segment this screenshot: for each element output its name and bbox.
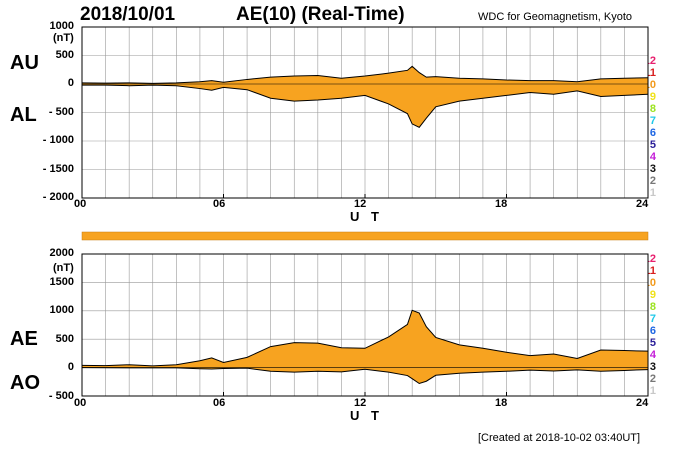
- bottom-xtick: 18: [495, 397, 508, 409]
- ae-label: AE: [10, 328, 38, 350]
- bottom-ytick: 1000: [49, 304, 74, 316]
- legend-item: 9: [649, 91, 656, 103]
- top-ytick: - 1000: [42, 134, 74, 146]
- bottom-xtick: 00: [74, 397, 87, 409]
- top-xtick: 12: [354, 198, 367, 210]
- bottom-series-line-ao: [81, 367, 649, 385]
- al-label: AL: [10, 104, 37, 126]
- legend-item: 4: [649, 151, 656, 163]
- station-strip: [81, 231, 649, 241]
- station-legend-top: 12 11 10 9 8 7 6 5 4 3 2 1: [636, 55, 656, 199]
- top-xtick: 06: [213, 198, 226, 210]
- legend-item: 3: [649, 361, 656, 373]
- legend-item: 1: [649, 385, 656, 397]
- legend-item: 1: [649, 187, 656, 199]
- bottom-ytick: 2000: [49, 247, 74, 259]
- bottom-unit-label: (nT): [53, 262, 74, 274]
- top-xtick: 18: [495, 198, 508, 210]
- bottom-ytick: 500: [55, 333, 74, 345]
- top-ytick: 1000: [49, 20, 74, 32]
- created-timestamp: [Created at 2018-10-02 03:40UT]: [478, 432, 641, 444]
- top-ytick: - 500: [48, 106, 74, 118]
- bottom-ytick: 0: [67, 361, 74, 373]
- au-label: AU: [10, 52, 39, 74]
- top-ytick: 0: [67, 77, 74, 89]
- top-ytick: - 1500: [42, 163, 74, 175]
- legend-item: 2: [649, 373, 656, 385]
- top-xtick: 00: [74, 198, 87, 210]
- bottom-filled-area: [82, 310, 648, 384]
- legend-item: 11: [644, 67, 656, 79]
- legend-item: 7: [649, 313, 656, 325]
- bottom-xtick: 12: [354, 397, 367, 409]
- legend-item: 9: [649, 289, 656, 301]
- legend-item: 2: [649, 175, 656, 187]
- legend-item: 5: [649, 337, 656, 349]
- bottom-x-axis-label: U T: [350, 408, 383, 423]
- top-series-line-au: [81, 65, 649, 84]
- top-series-line-al: [82, 84, 649, 128]
- bottom-xtick: 24: [636, 397, 649, 409]
- bottom-series-line-ae: [81, 309, 649, 367]
- top-unit-label: (nT): [53, 32, 74, 44]
- top-ytick: - 2000: [42, 191, 74, 203]
- ao-label: AO: [10, 372, 40, 394]
- legend-item: 6: [649, 127, 656, 139]
- bottom-ytick: - 500: [48, 390, 74, 402]
- top-ytick: 500: [55, 49, 74, 61]
- bottom-ytick: 1500: [49, 276, 74, 288]
- legend-item: 6: [649, 325, 656, 337]
- top-xtick: 24: [636, 198, 649, 210]
- legend-item: 3: [649, 163, 656, 175]
- legend-item: 11: [644, 265, 656, 277]
- bottom-xtick: 06: [213, 397, 226, 409]
- data-source: WDC for Geomagnetism, Kyoto: [478, 11, 633, 23]
- legend-item: 4: [649, 349, 656, 361]
- top-filled-area: [82, 66, 648, 128]
- legend-item: 5: [649, 139, 656, 151]
- legend-item: 7: [649, 115, 656, 127]
- chart-title: AE(10) (Real-Time): [236, 4, 405, 25]
- legend-item: 8: [649, 301, 656, 313]
- legend-item: 8: [649, 103, 656, 115]
- top-x-axis-label: U T: [350, 209, 383, 224]
- chart-date: 2018/10/01: [80, 4, 176, 25]
